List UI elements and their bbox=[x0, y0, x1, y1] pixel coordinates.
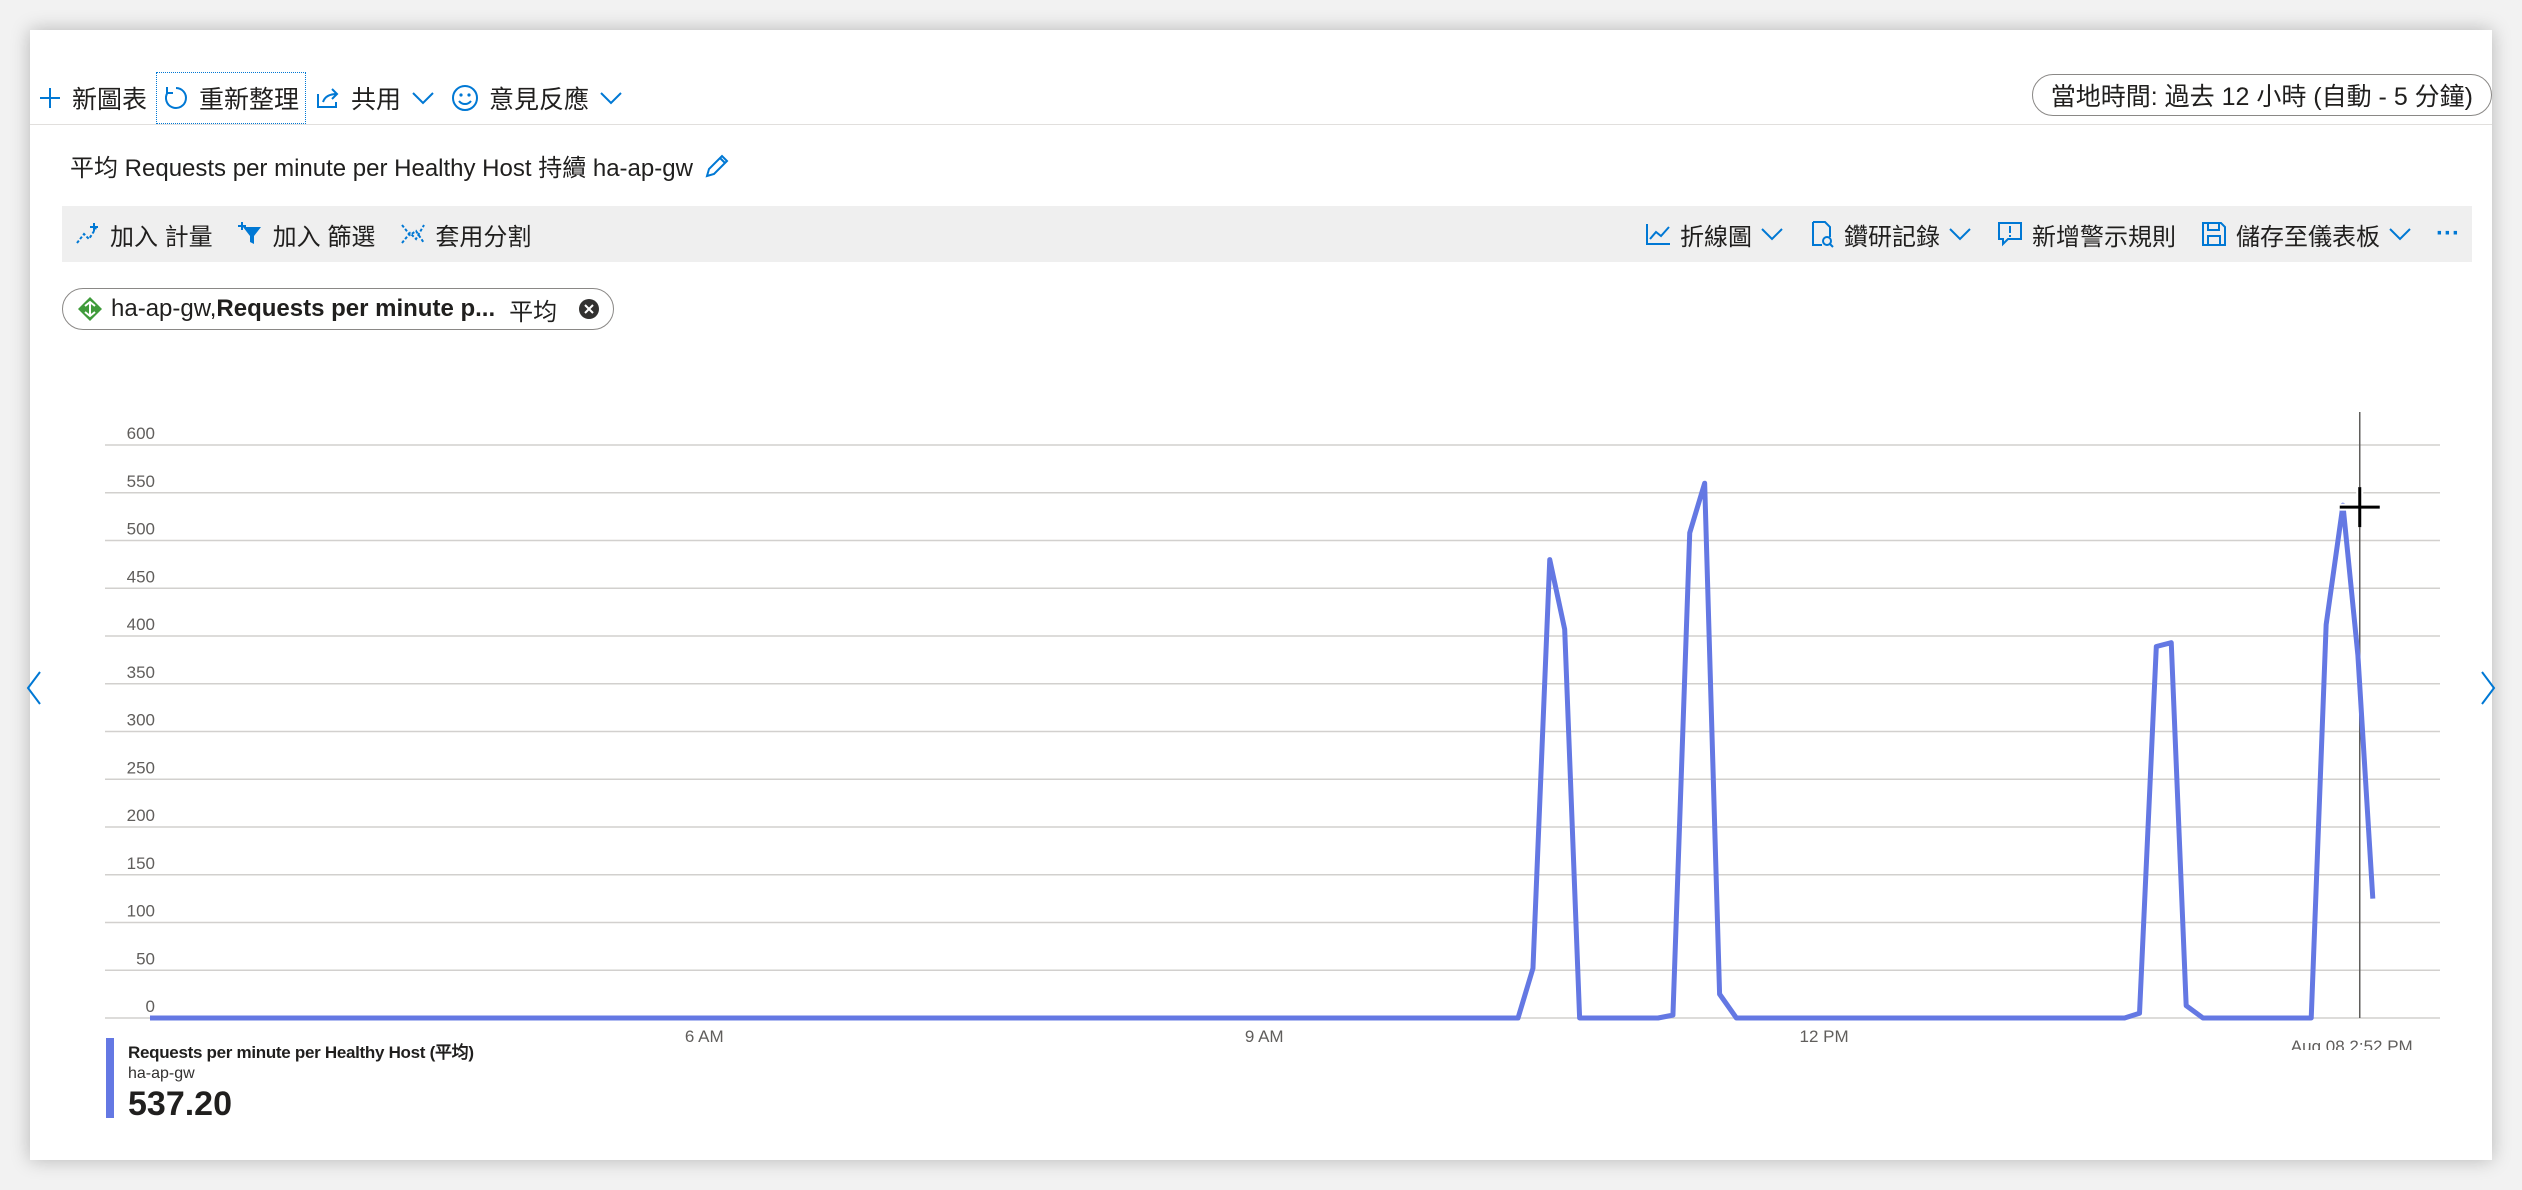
feedback-label: 意見反應 bbox=[489, 86, 590, 114]
logs-icon bbox=[1812, 221, 1834, 248]
apply-splitting-label: 套用分割 bbox=[435, 223, 532, 251]
crosshair-cursor-icon bbox=[2339, 487, 2380, 528]
command-bar-right: 折線圖 鑽研記錄 新增警示規則 儲存至儀表板 ··· bbox=[1632, 217, 2472, 252]
add-metric-label: 加入 計量 bbox=[110, 223, 213, 251]
chart-title-text: 平均 Requests per minute per Healthy Host … bbox=[70, 155, 693, 182]
chevron-down-icon bbox=[2389, 228, 2411, 241]
close-icon[interactable] bbox=[577, 297, 601, 321]
chip-metric: Requests per minute p... bbox=[216, 295, 496, 322]
divider bbox=[30, 124, 2492, 125]
y-tick-label: 500 bbox=[127, 520, 155, 539]
new-chart-button[interactable]: 新圖表 bbox=[30, 71, 155, 125]
x-tick-label: 9 AM bbox=[1245, 1027, 1284, 1046]
y-tick-label: 150 bbox=[127, 854, 155, 873]
chart-title: 平均 Requests per minute per Healthy Host … bbox=[70, 148, 731, 183]
new-alert-rule-label: 新增警示規則 bbox=[2032, 223, 2177, 251]
share-label: 共用 bbox=[351, 86, 402, 114]
filter-icon bbox=[237, 222, 261, 244]
chevron-down-icon bbox=[1761, 228, 1783, 241]
drill-logs-button[interactable]: 鑽研記錄 bbox=[1796, 217, 1984, 252]
line-chart-icon bbox=[1646, 224, 1671, 245]
drill-logs-label: 鑽研記錄 bbox=[1844, 223, 1941, 251]
chevron-right-icon[interactable] bbox=[2478, 670, 2498, 706]
feedback-button[interactable]: 意見反應 bbox=[443, 71, 631, 125]
chart-command-bar: 加入 計量 加入 篩選 套用分割 折線圖 鑽研記錄 新增警示規則 bbox=[62, 206, 2472, 262]
crosshair-stroke bbox=[2339, 487, 2380, 528]
crosshair-time-label: Aug 08 2:52 PM bbox=[2291, 1037, 2413, 1050]
share-button[interactable]: 共用 bbox=[307, 71, 443, 125]
x-tick-label: 6 AM bbox=[685, 1027, 724, 1046]
x-tick-label: 12 PM bbox=[1800, 1027, 1849, 1046]
splitting-icon bbox=[401, 224, 426, 244]
time-range-label: 當地時間: 過去 12 小時 (自動 - 5 分鐘) bbox=[2050, 83, 2473, 111]
y-tick-label: 300 bbox=[127, 711, 155, 730]
add-filter-button[interactable]: 加入 篩選 bbox=[225, 217, 388, 252]
alert-icon bbox=[1998, 222, 2023, 247]
time-range-picker[interactable]: 當地時間: 過去 12 小時 (自動 - 5 分鐘) bbox=[2031, 74, 2492, 116]
metric-chip[interactable]: ha-ap-gw, Requests per minute p... 平均 bbox=[62, 288, 615, 330]
chip-aggregation: 平均 bbox=[509, 298, 558, 326]
add-metric-button[interactable]: 加入 計量 bbox=[62, 217, 225, 252]
chevron-left-icon[interactable] bbox=[24, 670, 44, 706]
refresh-icon bbox=[165, 87, 187, 109]
series-points bbox=[149, 483, 2373, 1019]
x-axis-labels: 6 AM 9 AM 12 PM bbox=[685, 1027, 1849, 1046]
plus-icon bbox=[40, 88, 60, 108]
y-tick-label: 350 bbox=[127, 663, 155, 682]
app-gateway-icon bbox=[78, 297, 102, 321]
series-line[interactable] bbox=[150, 480, 2376, 1021]
share-icon bbox=[317, 88, 339, 108]
more-icon: ··· bbox=[2436, 220, 2460, 247]
y-tick-label: 100 bbox=[127, 902, 155, 921]
chevron-down-icon bbox=[412, 92, 434, 105]
chevron-down-icon bbox=[600, 92, 622, 105]
y-tick-label: 200 bbox=[127, 806, 155, 825]
legend-series-name: Requests per minute per Healthy Host (平均… bbox=[128, 1043, 474, 1062]
add-filter-label: 加入 篩選 bbox=[272, 223, 376, 251]
y-tick-label: 50 bbox=[136, 949, 155, 968]
chip-resource: ha-ap-gw, bbox=[111, 295, 217, 322]
legend-value: 537.20 bbox=[128, 1085, 232, 1123]
chart-grid bbox=[105, 444, 2440, 1019]
more-button[interactable]: ··· bbox=[2424, 220, 2472, 248]
refresh-button[interactable]: 重新整理 bbox=[155, 71, 307, 125]
metrics-blade: 新圖表 重新整理 共用 意見反應 當地時間: 過去 12 小時 (自動 - 5 … bbox=[26, 30, 2496, 1160]
y-axis-labels: 0 50 100 150 200 250 300 350 400 450 500 550 600 bbox=[127, 424, 155, 1016]
chart-type-label: 折線圖 bbox=[1680, 223, 1753, 251]
apply-splitting-button[interactable]: 套用分割 bbox=[387, 217, 543, 252]
y-tick-label: 450 bbox=[127, 567, 155, 586]
save-icon bbox=[2202, 222, 2227, 246]
line-chart: 0 50 100 150 200 250 300 350 400 450 500 550 600 6 A… bbox=[105, 412, 2440, 1050]
save-to-dashboard-label: 儲存至儀表板 bbox=[2236, 223, 2381, 251]
y-tick-label: 400 bbox=[127, 615, 155, 634]
y-tick-label: 0 bbox=[146, 997, 155, 1016]
new-chart-label: 新圖表 bbox=[72, 86, 148, 114]
y-tick-label: 550 bbox=[127, 472, 155, 491]
add-metric-icon bbox=[76, 223, 98, 244]
legend-resource: ha-ap-gw bbox=[128, 1065, 195, 1082]
chart-type-button[interactable]: 折線圖 bbox=[1632, 217, 1796, 252]
chart-legend[interactable]: Requests per minute per Healthy Host (平均… bbox=[106, 1038, 474, 1123]
y-tick-label: 250 bbox=[127, 758, 155, 777]
save-to-dashboard-button[interactable]: 儲存至儀表板 bbox=[2188, 217, 2424, 252]
pencil-icon[interactable] bbox=[703, 152, 731, 180]
smiley-icon bbox=[452, 85, 479, 111]
refresh-label: 重新整理 bbox=[199, 86, 300, 114]
y-tick-label: 600 bbox=[127, 424, 155, 443]
new-alert-rule-button[interactable]: 新增警示規則 bbox=[1984, 217, 2188, 252]
top-toolbar: 新圖表 重新整理 共用 意見反應 bbox=[30, 70, 2492, 126]
chevron-down-icon bbox=[1949, 228, 1971, 241]
